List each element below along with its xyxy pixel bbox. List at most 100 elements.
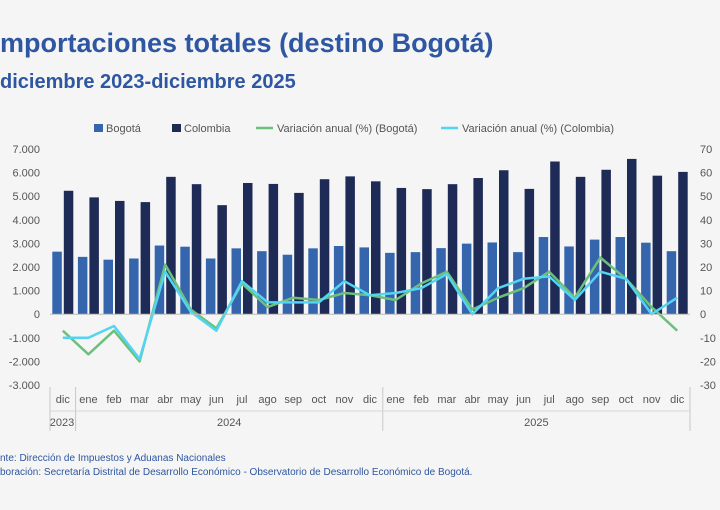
x-tick-label: may [488,394,509,406]
elaboration-note: boración: Secretaría Distrital de Desarr… [0,467,473,478]
bar-colombia [627,158,637,315]
legend: Bogotá Colombia Variación anual (%) (Bogot… [94,123,614,135]
bar-colombia [447,184,458,315]
legend-swatch [94,124,103,132]
x-tick-label: sep [284,394,302,406]
bar-bogota [641,242,651,315]
right-tick-label: 20 [700,262,712,274]
bar-colombia [294,192,304,315]
left-tick-label: -3.000 [9,380,40,392]
right-tick-label: 0 [700,309,706,321]
bar-colombia [524,188,535,315]
bar-bogota [487,242,497,315]
bar-bogota [308,248,318,315]
bar-bogota [385,252,395,315]
bar-colombia [243,182,253,315]
x-tick-label: feb [414,394,429,406]
bar-bogota [282,254,293,315]
left-tick-label: 4.000 [12,215,40,227]
bar-bogota [180,246,190,315]
left-tick-label: 2.000 [12,262,40,274]
x-tick-label: abr [157,394,173,406]
bar-bogota [436,248,446,315]
x-tick-label: oct [619,394,634,406]
bar-colombia [499,170,509,315]
bar-colombia [345,176,355,315]
bar-bogota [154,245,165,315]
right-tick-label: -10 [700,333,716,345]
chart-subtitle: diciembre 2023-diciembre 2025 [0,71,296,93]
left-axis: -3.000 -2.000 -1.000 0 1.000 2.000 3.000 4.000 5… [9,144,40,392]
right-tick-label: 30 [700,238,712,250]
left-tick-label: -1.000 [9,333,40,345]
bar-colombia [115,200,125,315]
bar-colombia [422,189,432,315]
bar-colombia [575,176,586,315]
left-tick-label: 7.000 [12,144,40,156]
x-tick-label: nov [643,394,661,406]
bar-bogota [205,258,216,315]
x-tick-label: jun [208,394,224,406]
bar-colombia [371,181,381,315]
right-tick-label: -30 [700,380,716,392]
legend-swatch [172,124,181,132]
line-colombia [62,270,678,361]
bar-colombia [678,171,688,315]
bar-colombia [191,184,202,315]
x-tick-label: abr [464,394,480,406]
bar-bogota [231,248,241,315]
bar-colombia [550,161,560,315]
x-tick-label: ago [258,394,276,406]
bar-colombia [319,179,330,315]
left-tick-label: 0 [34,309,40,321]
bar-bogota [359,247,369,315]
bar-bogota [564,246,574,315]
bar-bogota [52,251,62,315]
bar-bogota [77,256,88,315]
right-tick-label: 10 [700,286,712,298]
legend-label: Bogotá [106,123,142,135]
x-tick-label: may [180,394,201,406]
year-label: 2023 [50,417,74,429]
year-label: 2025 [524,417,548,429]
x-tick-label: feb [106,394,121,406]
right-tick-label: 40 [700,215,712,227]
line-series [61,256,679,363]
bar-bogota [461,243,472,315]
bar-series [52,158,688,315]
left-tick-label: 1.000 [12,286,40,298]
legend-label: Variación anual (%) (Colombia) [462,123,614,135]
x-tick-label: ago [566,394,584,406]
bar-colombia [396,187,407,315]
x-tick-label: jul [543,394,555,406]
x-tick-label: dic [363,394,378,406]
left-tick-label: -2.000 [9,356,40,368]
x-axis: dic ene feb mar abr may jun jul ago sep oct nov dic e… [49,313,691,431]
bar-bogota [333,245,344,315]
x-tick-label: mar [130,394,149,406]
right-tick-label: -20 [700,356,716,368]
right-tick-label: 60 [700,168,712,180]
bar-colombia [268,183,279,315]
x-tick-label: ene [79,394,97,406]
x-tick-label: nov [336,394,354,406]
bar-bogota [257,251,267,315]
bar-colombia [473,178,483,315]
left-tick-label: 6.000 [12,168,40,180]
right-axis: -30 -20 -10 0 10 20 30 40 50 60 70 [700,144,716,392]
left-tick-label: 5.000 [12,191,40,203]
bar-colombia [601,169,611,315]
x-tick-label: jun [515,394,531,406]
bar-colombia [63,190,74,315]
year-label: 2024 [217,417,241,429]
bar-bogota [129,258,139,315]
x-tick-label: mar [437,394,456,406]
x-tick-label: sep [592,394,610,406]
chart-title: mportaciones totales (destino Bogotá) [0,28,494,58]
bar-colombia [140,202,151,315]
x-tick-label: oct [311,394,326,406]
bar-bogota [103,259,113,315]
legend-label: Variación anual (%) (Bogotá) [277,123,417,135]
bar-bogota [410,252,421,315]
bar-colombia [166,176,176,315]
